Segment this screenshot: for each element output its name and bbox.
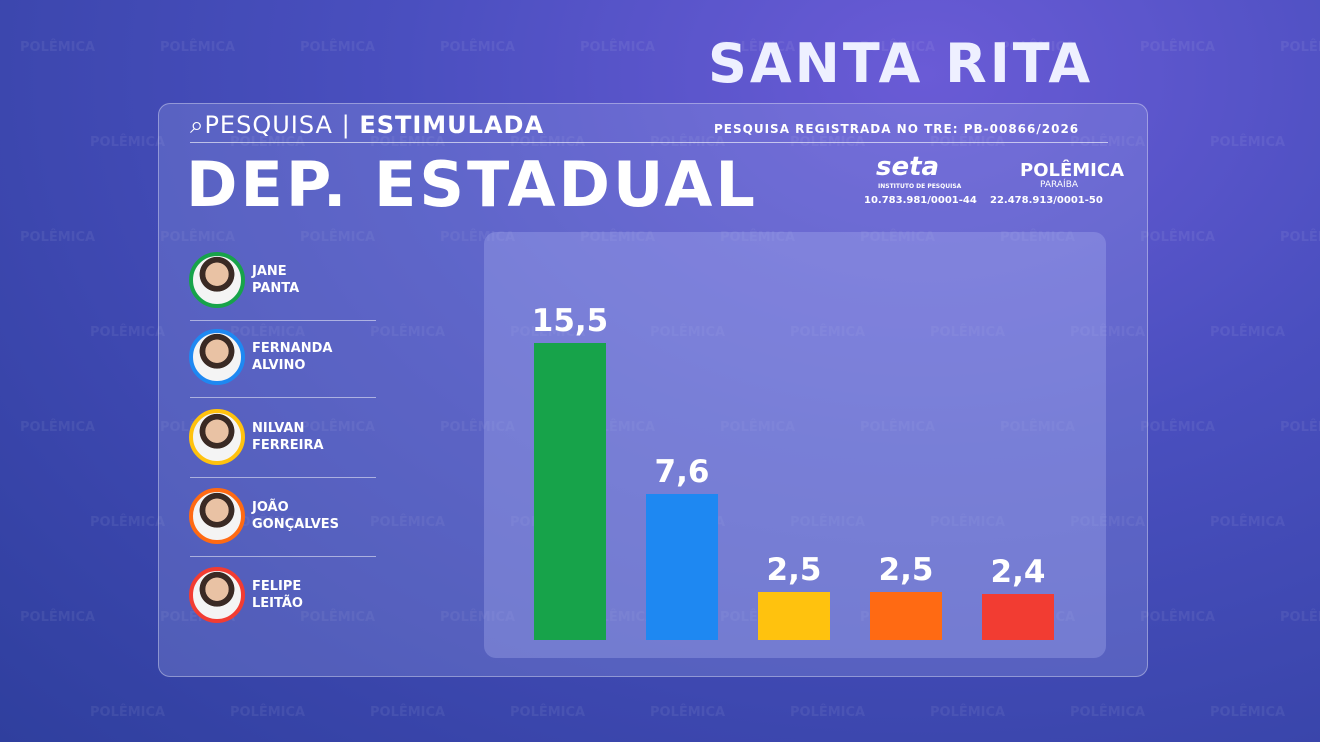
logo-name: seta bbox=[876, 152, 940, 182]
watermark: POLÊMICA bbox=[1210, 135, 1286, 150]
candidate-photo bbox=[189, 252, 245, 308]
watermark: POLÊMICA bbox=[90, 515, 166, 530]
watermark: POLÊMICA bbox=[160, 230, 236, 245]
candidate-name: NILVAN FERREIRA bbox=[252, 421, 324, 453]
separator bbox=[190, 397, 376, 398]
bar bbox=[982, 594, 1054, 640]
watermark: POLÊMICA bbox=[580, 230, 656, 245]
watermark: POLÊMICA bbox=[1280, 610, 1320, 625]
candidate-name: FERNANDA ALVINO bbox=[252, 341, 333, 373]
logo-subtitle: PARAÍBA bbox=[1040, 180, 1079, 190]
logo-subtitle: INSTITUTO DE PESQUISA bbox=[878, 183, 962, 190]
watermark: POLÊMICA bbox=[1070, 705, 1146, 720]
watermark: POLÊMICA bbox=[370, 515, 446, 530]
bar bbox=[870, 592, 942, 640]
separator bbox=[190, 556, 376, 557]
watermark: POLÊMICA bbox=[230, 515, 306, 530]
logo-id: 10.783.981/0001-44 bbox=[864, 195, 977, 206]
candidate-name: JANE PANTA bbox=[252, 264, 300, 296]
watermark: POLÊMICA bbox=[1000, 230, 1076, 245]
watermark: POLÊMICA bbox=[1140, 420, 1216, 435]
watermark: POLÊMICA bbox=[1280, 420, 1320, 435]
watermark: POLÊMICA bbox=[790, 325, 866, 340]
value-label: 2,5 bbox=[878, 552, 934, 589]
watermark: POLÊMICA bbox=[90, 705, 166, 720]
bar bbox=[758, 592, 830, 640]
registration: PESQUISA REGISTRADA NO TRE: PB-00866/202… bbox=[714, 122, 1080, 136]
watermark: POLÊMICA bbox=[720, 40, 796, 55]
watermark: POLÊMICA bbox=[790, 705, 866, 720]
watermark: POLÊMICA bbox=[1210, 325, 1286, 340]
watermark: POLÊMICA bbox=[930, 325, 1006, 340]
watermark: POLÊMICA bbox=[720, 420, 796, 435]
candidate-name: FELIPE LEITÃO bbox=[252, 579, 303, 611]
value-label: 2,4 bbox=[990, 554, 1046, 590]
watermark: POLÊMICA bbox=[160, 40, 236, 55]
watermark: POLÊMICA bbox=[440, 230, 516, 245]
survey: PESQUISA bbox=[204, 111, 333, 139]
watermark: POLÊMICA bbox=[20, 610, 96, 625]
watermark: POLÊMICA bbox=[860, 230, 936, 245]
watermark: POLÊMICA bbox=[440, 40, 516, 55]
watermark: POLÊMICA bbox=[90, 325, 166, 340]
watermark: POLÊMICA bbox=[1140, 230, 1216, 245]
candidate-name: JOÃO GONÇALVES bbox=[252, 500, 340, 532]
candidate-photo bbox=[189, 409, 245, 465]
watermark: POLÊMICA bbox=[300, 230, 376, 245]
watermark: POLÊMICA bbox=[440, 610, 516, 625]
watermark: POLÊMICA bbox=[230, 325, 306, 340]
watermark: POLÊMICA bbox=[790, 515, 866, 530]
watermark: POLÊMICA bbox=[230, 705, 306, 720]
watermark: POLÊMICA bbox=[300, 420, 376, 435]
watermark: POLÊMICA bbox=[1210, 705, 1286, 720]
watermark: POLÊMICA bbox=[720, 230, 796, 245]
place-title: SANTA RITA bbox=[708, 32, 1094, 95]
watermark: POLÊMICA bbox=[1140, 40, 1216, 55]
watermark: POLÊMICA bbox=[650, 325, 726, 340]
watermark: POLÊMICA bbox=[370, 325, 446, 340]
watermark: POLÊMICA bbox=[650, 705, 726, 720]
watermark: POLÊMICA bbox=[510, 705, 586, 720]
separator bbox=[190, 320, 376, 321]
rule bbox=[190, 142, 1108, 143]
watermark: POLÊMICA bbox=[860, 420, 936, 435]
value-label: 2,5 bbox=[766, 552, 822, 589]
watermark: POLÊMICA bbox=[930, 705, 1006, 720]
value-label: 15,5 bbox=[531, 303, 609, 339]
watermark: POLÊMICA bbox=[20, 230, 96, 245]
logo-id: 22.478.913/0001-50 bbox=[990, 195, 1103, 206]
watermark: POLÊMICA bbox=[930, 515, 1006, 530]
watermark: POLÊMICA bbox=[440, 420, 516, 435]
watermark: POLÊMICA bbox=[1000, 40, 1076, 55]
bar bbox=[646, 494, 718, 640]
watermark: POLÊMICA bbox=[1000, 420, 1076, 435]
logo-name: POLÊMICA bbox=[1020, 160, 1125, 181]
watermark: POLÊMICA bbox=[1210, 515, 1286, 530]
watermark: POLÊMICA bbox=[300, 40, 376, 55]
watermark: POLÊMICA bbox=[1280, 230, 1320, 245]
watermark: POLÊMICA bbox=[300, 610, 376, 625]
watermark: POLÊMICA bbox=[1140, 610, 1216, 625]
bar bbox=[534, 343, 606, 640]
watermark: POLÊMICA bbox=[510, 325, 586, 340]
survey-kind: ESTIMULADA bbox=[359, 111, 545, 139]
watermark: POLÊMICA bbox=[370, 705, 446, 720]
watermark: POLÊMICA bbox=[580, 40, 656, 55]
watermark: POLÊMICA bbox=[1070, 325, 1146, 340]
candidate-photo bbox=[189, 329, 245, 385]
watermark: POLÊMICA bbox=[1280, 40, 1320, 55]
watermark: POLÊMICA bbox=[860, 40, 936, 55]
office-title: DEP. ESTADUAL bbox=[186, 148, 758, 221]
watermark: POLÊMICA bbox=[20, 420, 96, 435]
watermark: POLÊMICA bbox=[1070, 515, 1146, 530]
watermark: POLÊMICA bbox=[20, 40, 96, 55]
value-label: 7,6 bbox=[654, 454, 710, 491]
candidate-photo bbox=[189, 488, 245, 544]
watermark: POLÊMICA bbox=[90, 135, 166, 150]
separator bbox=[190, 477, 376, 478]
survey-label: ⌕PESQUISA | ESTIMULADA bbox=[190, 111, 545, 139]
candidate-photo bbox=[189, 567, 245, 623]
